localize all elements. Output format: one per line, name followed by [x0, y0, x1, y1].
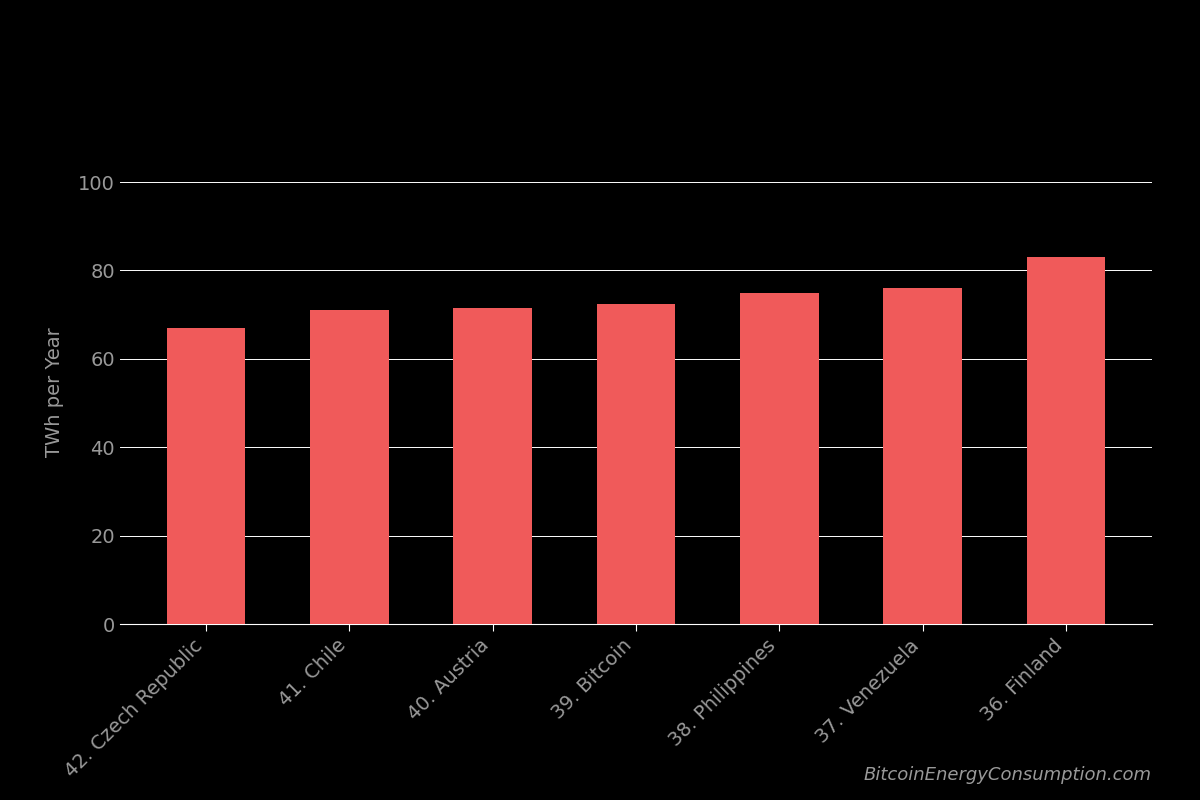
- Bar: [883, 288, 962, 624]
- Y-axis label: TWh per Year: TWh per Year: [46, 327, 65, 457]
- Text: BitcoinEnergyConsumption.com: BitcoinEnergyConsumption.com: [864, 766, 1152, 784]
- Bar: [310, 310, 389, 624]
- Bar: [1026, 258, 1105, 624]
- Bar: [167, 328, 246, 624]
- Bar: [740, 293, 818, 624]
- Bar: [596, 304, 676, 624]
- Bar: [454, 308, 532, 624]
